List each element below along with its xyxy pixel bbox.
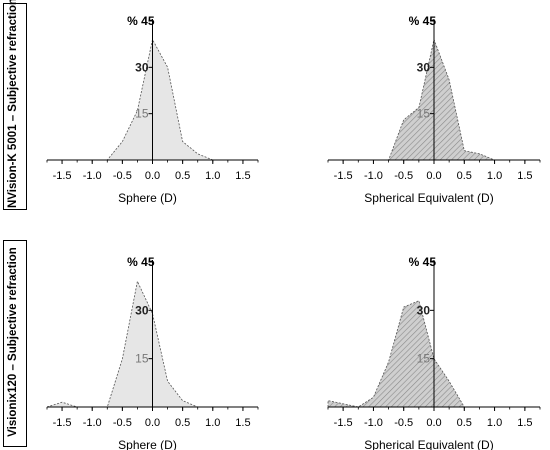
x-tick-label: 0.0	[426, 417, 441, 429]
x-tick-label: -1.5	[53, 417, 72, 429]
x-tick-label: 0.5	[175, 170, 190, 182]
x-tick-label: -1.5	[53, 170, 72, 182]
x-tick-label: -1.0	[364, 417, 383, 429]
y-tick-label: 15	[135, 352, 149, 366]
y-axis-label: % 45	[409, 255, 437, 269]
x-tick-label: 1.5	[235, 417, 250, 429]
chart-panel-2: -1.5 -1.0 -0.5 0.0 0.5 1.0 1.5 Spherical Equiva…	[327, 14, 541, 205]
x-tick-label: 0.0	[426, 170, 441, 182]
x-axis-label: Sphere (D)	[118, 438, 177, 450]
x-tick-label: -0.5	[113, 170, 132, 182]
chart-panel-1: -1.5 -1.0 -0.5 0.0 0.5 1.0 1.5 Sphere (D) 15 30 % …	[46, 14, 259, 205]
y-tick-label: 15	[135, 107, 149, 121]
row-label-1: NVision-K 5001 – Subjective refraction	[7, 0, 19, 208]
x-tick-label: -1.5	[334, 170, 353, 182]
distribution-area	[327, 300, 540, 408]
x-tick-label: -1.0	[83, 417, 102, 429]
y-tick-label: 30	[417, 60, 431, 74]
y-tick-label: 30	[135, 303, 149, 317]
x-axis-label: Spherical Equivalent (D)	[364, 191, 493, 205]
x-tick-label: 1.5	[517, 170, 532, 182]
x-tick-label: -0.5	[394, 417, 413, 429]
chart-panel-4: -1.5 -1.0 -0.5 0.0 0.5 1.0 1.5 Spherical Equiva…	[327, 255, 541, 450]
y-tick-label: 30	[417, 303, 431, 317]
x-tick-label: 1.0	[205, 417, 220, 429]
x-tick-label: 1.5	[235, 170, 250, 182]
y-tick-label: 30	[135, 60, 149, 74]
y-tick-label: 15	[417, 107, 431, 121]
y-axis-label: % 45	[409, 14, 437, 28]
x-tick-label: -0.5	[113, 417, 132, 429]
x-tick-label: 1.0	[487, 170, 502, 182]
row-label-box-1	[3, 3, 27, 210]
x-tick-label: 1.5	[517, 417, 532, 429]
row-label-box-2	[3, 240, 27, 447]
x-tick-label: 0.0	[145, 417, 160, 429]
x-tick-label: 1.0	[487, 417, 502, 429]
x-tick-label: 0.0	[145, 170, 160, 182]
chart-panel-3: -1.5 -1.0 -0.5 0.0 0.5 1.0 1.5 Sphere (D) 15 30 % …	[46, 255, 259, 450]
y-tick-label: 15	[417, 352, 431, 366]
x-tick-label: -0.5	[394, 170, 413, 182]
x-tick-label: 0.5	[175, 417, 190, 429]
x-tick-label: 0.5	[457, 417, 472, 429]
x-tick-label: -1.0	[83, 170, 102, 182]
x-axis-label: Sphere (D)	[118, 191, 177, 205]
y-axis-label: % 45	[127, 255, 155, 269]
row-label-2: Visionix120 – Subjective refraction	[7, 247, 19, 437]
x-tick-label: 0.5	[457, 170, 472, 182]
x-tick-label: -1.5	[334, 417, 353, 429]
x-axis-label: Spherical Equivalent (D)	[364, 438, 493, 450]
x-tick-label: 1.0	[205, 170, 220, 182]
x-tick-label: -1.0	[364, 170, 383, 182]
y-axis-label: % 45	[127, 14, 155, 28]
